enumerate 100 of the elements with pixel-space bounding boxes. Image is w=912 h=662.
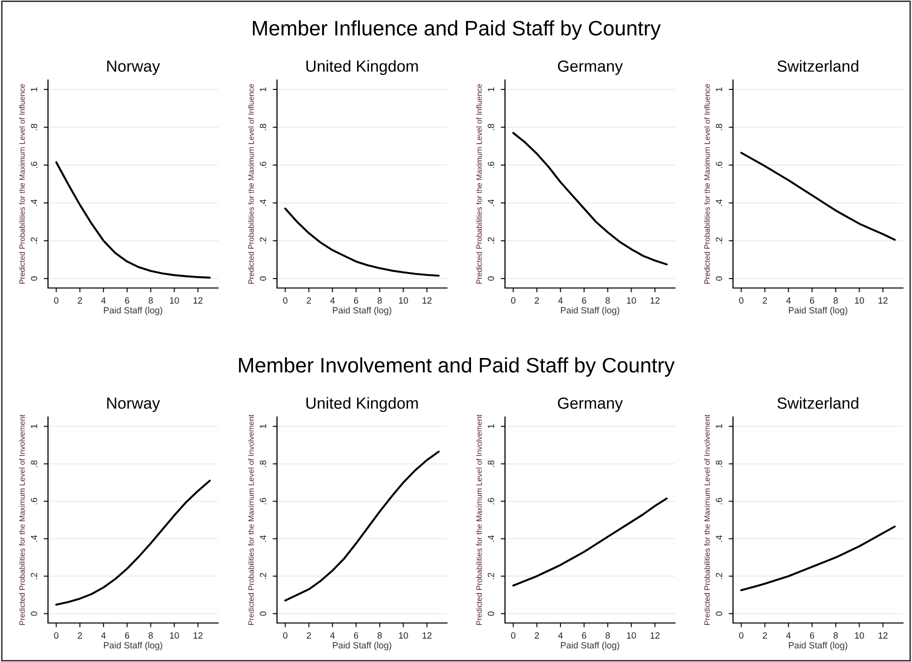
y-tick-label: .6 xyxy=(30,498,38,504)
x-axis-title: Paid Staff (log) xyxy=(560,306,620,316)
x-tick-label: 0 xyxy=(739,632,744,639)
y-tick-label: 1 xyxy=(260,87,266,92)
x-axis-title: Paid Staff (log) xyxy=(332,642,392,650)
y-tick-label: .8 xyxy=(716,460,722,467)
chart-title: Germany xyxy=(558,60,623,75)
x-tick-label: 8 xyxy=(148,297,153,304)
x-tick-label: 12 xyxy=(878,297,888,304)
y-tick-label: 1 xyxy=(30,87,38,92)
text: Member Involvement and Paid Staff by Country xyxy=(239,357,675,377)
chart-title: United Kingdom xyxy=(306,60,418,75)
x-axis-title: Paid Staff (log) xyxy=(104,642,162,650)
y-tick-label: 0 xyxy=(260,276,266,281)
x-axis-title: Paid Staff (log) xyxy=(788,642,848,650)
x-tick-label: 12 xyxy=(422,297,432,304)
y-tick-label: .2 xyxy=(716,237,722,244)
x-tick-label: 8 xyxy=(148,632,153,639)
y-tick-label: .2 xyxy=(716,572,722,580)
y-tick-label: .6 xyxy=(716,162,722,168)
chart-title: Germany xyxy=(558,398,623,412)
line-series xyxy=(55,480,211,606)
y-tick-label: .4 xyxy=(30,535,38,542)
x-axis-title: Paid Staff (log) xyxy=(788,306,848,316)
x-tick-label: 2 xyxy=(78,297,82,304)
y-tick-label: 0 xyxy=(30,276,38,281)
y-tick-label: .8 xyxy=(716,124,722,130)
x-tick-label: 0 xyxy=(511,297,516,304)
y-tick-label: .4 xyxy=(716,199,722,206)
chart-title: United Kingdom xyxy=(306,397,418,412)
y-tick-label: 1 xyxy=(260,424,266,428)
x-tick-label: 4 xyxy=(786,297,791,304)
chart-title: Switzerland xyxy=(777,60,858,72)
x-tick-label: 10 xyxy=(398,297,408,304)
x-tick-label: 0 xyxy=(54,632,58,639)
x-axis-title: Paid Staff (log) xyxy=(332,306,392,316)
x-tick-label: 6 xyxy=(125,297,130,304)
line-series xyxy=(284,450,440,602)
x-tick-label: 8 xyxy=(378,297,382,304)
y-tick-label: .2 xyxy=(488,572,494,580)
y-tick-label: .2 xyxy=(30,237,38,244)
line-series xyxy=(740,152,896,241)
x-tick-label: 6 xyxy=(810,632,814,639)
x-tick-label: 12 xyxy=(878,632,888,639)
y-tick-label: 0 xyxy=(716,276,722,281)
chart-title: Switzerland xyxy=(777,397,858,409)
y-tick-label: 1 xyxy=(488,87,494,92)
x-tick-label: 10 xyxy=(170,632,179,639)
y-tick-label: .4 xyxy=(716,535,722,542)
x-tick-label: 4 xyxy=(786,632,791,639)
y-tick-label: 1 xyxy=(716,87,722,92)
x-tick-label: 10 xyxy=(398,632,408,639)
x-axis-title: Paid Staff (log) xyxy=(104,306,162,316)
x-tick-label: 10 xyxy=(626,297,636,304)
x-tick-label: 12 xyxy=(194,297,202,304)
x-tick-label: 2 xyxy=(762,297,767,304)
y-tick-label: .6 xyxy=(260,162,266,168)
x-tick-label: 10 xyxy=(170,297,179,304)
chart-title: Norway xyxy=(107,60,160,75)
y-tick-label: .4 xyxy=(488,535,494,542)
text: Member Influence and Paid Staff by Country xyxy=(252,20,661,40)
x-tick-label: 2 xyxy=(306,297,311,304)
y-tick-label: 1 xyxy=(716,424,722,428)
x-tick-label: 4 xyxy=(330,297,335,304)
x-tick-label: 2 xyxy=(534,632,539,639)
y-tick-label: .6 xyxy=(260,498,266,504)
x-tick-label: 4 xyxy=(558,297,563,304)
line-series xyxy=(55,161,211,279)
x-tick-label: 8 xyxy=(606,297,610,304)
x-tick-label: 2 xyxy=(762,632,767,639)
x-tick-label: 12 xyxy=(422,632,432,639)
y-tick-label: .6 xyxy=(488,498,494,504)
x-tick-label: 6 xyxy=(125,632,130,639)
x-tick-label: 6 xyxy=(582,632,586,639)
y-tick-label: .4 xyxy=(260,535,266,542)
line-series xyxy=(740,526,896,592)
x-tick-label: 0 xyxy=(739,297,744,304)
x-tick-label: 8 xyxy=(834,297,838,304)
y-tick-label: .2 xyxy=(260,572,266,580)
y-tick-label: .4 xyxy=(260,199,266,206)
x-tick-label: 6 xyxy=(582,297,586,304)
y-tick-label: .4 xyxy=(488,199,494,206)
y-tick-label: 1 xyxy=(488,424,494,428)
y-tick-label: .8 xyxy=(30,460,38,467)
x-tick-label: 10 xyxy=(854,297,864,304)
x-tick-label: 4 xyxy=(101,297,106,304)
x-tick-label: 2 xyxy=(534,297,539,304)
y-tick-label: .8 xyxy=(488,124,494,130)
x-tick-label: 6 xyxy=(354,297,358,304)
y-tick-label: 0 xyxy=(488,276,494,281)
x-tick-label: 8 xyxy=(378,632,382,639)
y-tick-label: .6 xyxy=(716,498,722,504)
y-tick-label: .2 xyxy=(30,572,38,580)
x-tick-label: 4 xyxy=(101,632,106,639)
line-series xyxy=(512,497,668,587)
x-tick-label: 10 xyxy=(854,632,864,639)
x-tick-label: 8 xyxy=(606,632,610,639)
y-tick-label: .6 xyxy=(30,162,38,168)
chart-title: Norway xyxy=(107,398,160,412)
y-tick-label: .8 xyxy=(488,460,494,467)
